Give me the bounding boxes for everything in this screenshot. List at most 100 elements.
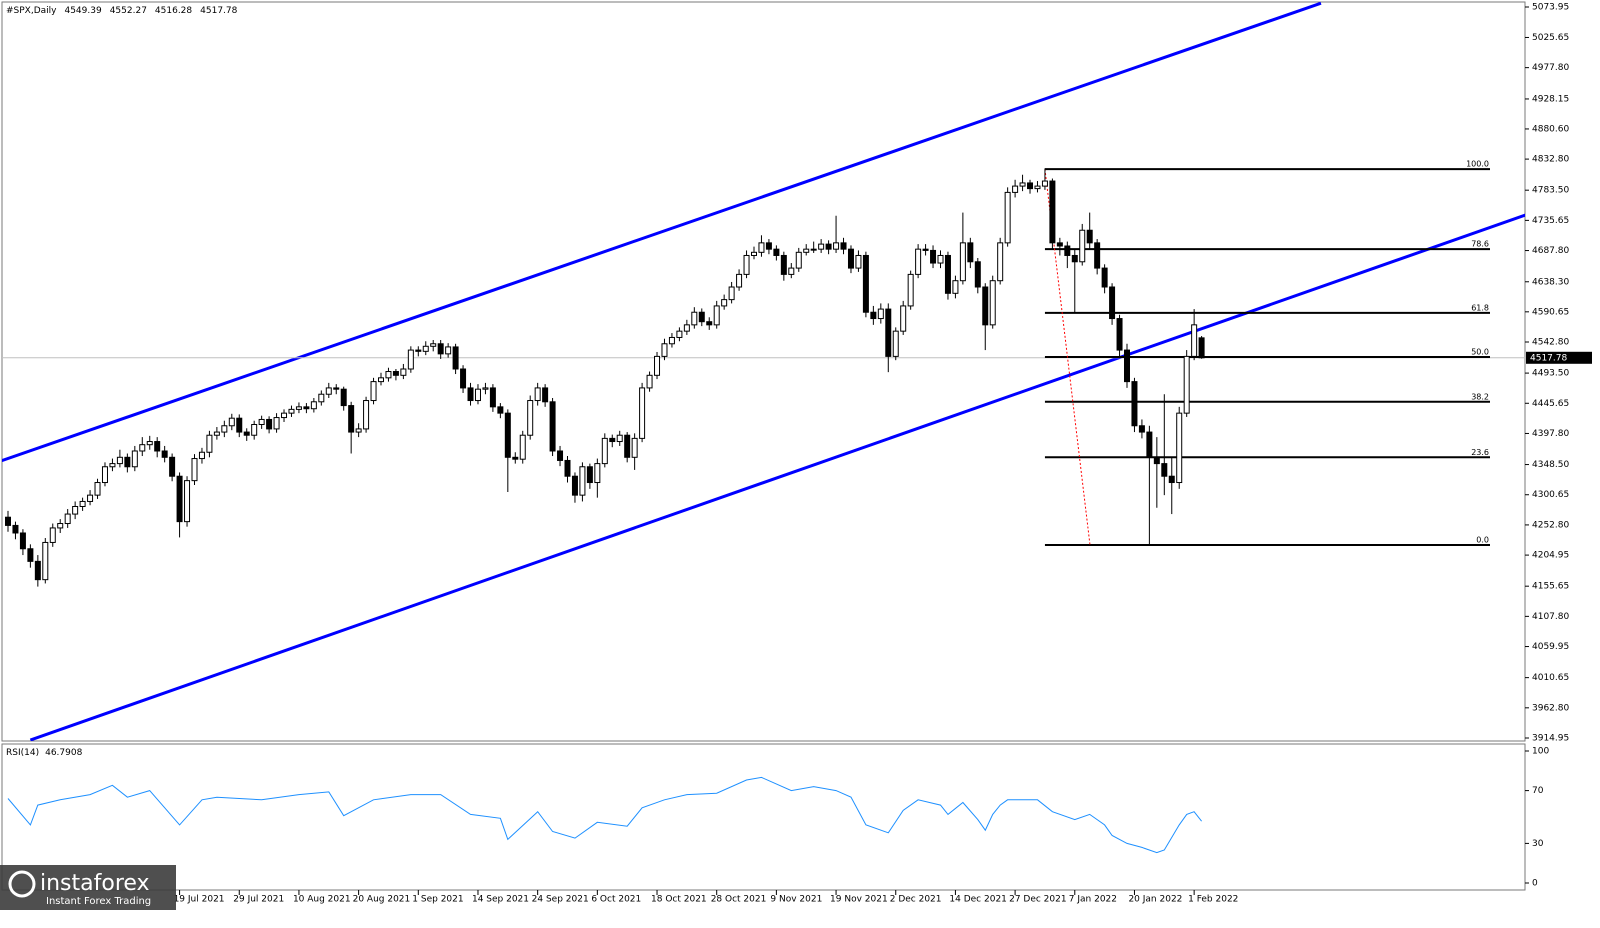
candle-body bbox=[534, 387, 541, 402]
candle-body bbox=[527, 400, 534, 436]
y-tick-label: 4252.80 bbox=[1532, 520, 1569, 530]
candle-body bbox=[228, 417, 235, 427]
candle-body bbox=[549, 401, 556, 452]
candle-body bbox=[1101, 267, 1108, 288]
candle-body bbox=[482, 387, 489, 390]
axis-layer: 5073.95 5025.65 4977.80 4928.15 4880.60 4832.… bbox=[174, 3, 1592, 905]
candle-body bbox=[519, 434, 526, 460]
candle-body bbox=[400, 368, 407, 376]
candle-body bbox=[422, 345, 429, 352]
x-tick-label: 28 Oct 2021 bbox=[711, 895, 767, 905]
candle-body bbox=[847, 248, 854, 269]
candle-body bbox=[251, 424, 258, 436]
candle-body bbox=[713, 305, 720, 326]
symbol: #SPX,Daily bbox=[6, 6, 57, 16]
candle-body bbox=[1168, 475, 1175, 484]
candle-body bbox=[94, 482, 101, 496]
candle-body bbox=[922, 248, 929, 251]
candle-body bbox=[691, 311, 698, 326]
fib-trend bbox=[1044, 169, 1091, 546]
watermark-box bbox=[0, 865, 176, 910]
candle-body bbox=[370, 381, 377, 402]
candle-body bbox=[64, 513, 71, 525]
candle-body bbox=[340, 388, 347, 407]
candle-body bbox=[683, 324, 690, 332]
watermark-tagline: Instant Forex Trading bbox=[46, 896, 151, 907]
candle-body bbox=[445, 346, 452, 355]
y-tick-label: 4155.65 bbox=[1532, 582, 1569, 592]
candle-body bbox=[1183, 355, 1190, 414]
header-value: 4549.39 bbox=[64, 6, 101, 16]
candle-body bbox=[542, 387, 549, 403]
y-tick-label: 4735.65 bbox=[1532, 216, 1569, 226]
x-tick-label: 20 Jan 2022 bbox=[1128, 895, 1182, 905]
price-layer: 100.0 78.6 61.8 50.0 38.2 23.6 0.0 bbox=[2, 2, 1525, 741]
watermark-logo bbox=[8, 870, 36, 898]
price-panel bbox=[1, 1, 1526, 742]
y-tick-label: 4832.80 bbox=[1532, 155, 1569, 165]
candle-body bbox=[266, 418, 273, 430]
candle-body bbox=[631, 437, 638, 458]
candle-body bbox=[937, 254, 944, 264]
y-tick-label: 4445.65 bbox=[1532, 399, 1569, 409]
candle-body bbox=[997, 242, 1004, 282]
fib-label: 78.6 bbox=[1471, 240, 1489, 249]
candle-body bbox=[198, 451, 205, 460]
candle-body bbox=[57, 523, 64, 529]
candle-body bbox=[355, 428, 362, 433]
x-tick-label: 14 Sep 2021 bbox=[472, 895, 529, 905]
candle-body bbox=[1124, 349, 1130, 383]
candle-body bbox=[1116, 318, 1123, 351]
candle-body bbox=[310, 401, 317, 410]
y-tick-label: 4880.60 bbox=[1532, 124, 1569, 134]
candle-body bbox=[243, 431, 250, 436]
candle-body bbox=[1012, 185, 1019, 193]
candle-body bbox=[870, 311, 877, 320]
x-tick-label: 27 Dec 2021 bbox=[1009, 895, 1067, 905]
candle-body bbox=[27, 548, 34, 562]
x-tick-label: 18 Oct 2021 bbox=[651, 895, 707, 905]
y-tick-label: 4542.80 bbox=[1532, 338, 1569, 348]
candle-body bbox=[318, 393, 325, 403]
y-tick-label: 5073.95 bbox=[1532, 3, 1569, 13]
candle-body bbox=[467, 387, 474, 402]
fib-label: 61.8 bbox=[1471, 303, 1489, 312]
fib-label: 38.2 bbox=[1471, 392, 1489, 401]
candle-body bbox=[810, 248, 817, 251]
candle-body bbox=[721, 299, 728, 307]
candle-body bbox=[646, 374, 653, 389]
candle-body bbox=[42, 541, 49, 581]
candle-body bbox=[385, 371, 392, 379]
x-tick-label: 9 Nov 2021 bbox=[770, 895, 822, 905]
candle-body bbox=[594, 463, 601, 484]
candle-body bbox=[87, 494, 94, 502]
x-tick-label: 20 Aug 2021 bbox=[353, 895, 411, 905]
candle-body bbox=[1027, 182, 1034, 190]
candle-body bbox=[900, 305, 907, 332]
candle-body bbox=[930, 249, 937, 264]
y-tick-label: 4300.65 bbox=[1532, 490, 1569, 500]
candle-body bbox=[288, 408, 295, 414]
candle-body bbox=[952, 280, 959, 294]
candle-body bbox=[818, 243, 825, 250]
candle-body bbox=[1146, 431, 1153, 458]
candle-body bbox=[154, 441, 161, 452]
candle-body bbox=[967, 242, 974, 263]
candle-body bbox=[668, 336, 675, 345]
candle-body bbox=[101, 466, 108, 484]
candle-body bbox=[892, 330, 899, 357]
candle-body bbox=[609, 437, 616, 443]
candle-body bbox=[1004, 191, 1011, 244]
header-value: 4517.78 bbox=[200, 6, 237, 16]
candle-body bbox=[474, 388, 481, 402]
candle-body bbox=[392, 371, 399, 376]
candle-body bbox=[72, 505, 79, 515]
candle-body bbox=[885, 308, 892, 357]
y-tick-label: 4348.50 bbox=[1532, 460, 1569, 470]
candle-body bbox=[989, 280, 996, 326]
rsi-value: 46.7908 bbox=[45, 748, 82, 758]
y-tick-label: 4107.80 bbox=[1532, 612, 1569, 622]
candle-body bbox=[437, 343, 444, 355]
